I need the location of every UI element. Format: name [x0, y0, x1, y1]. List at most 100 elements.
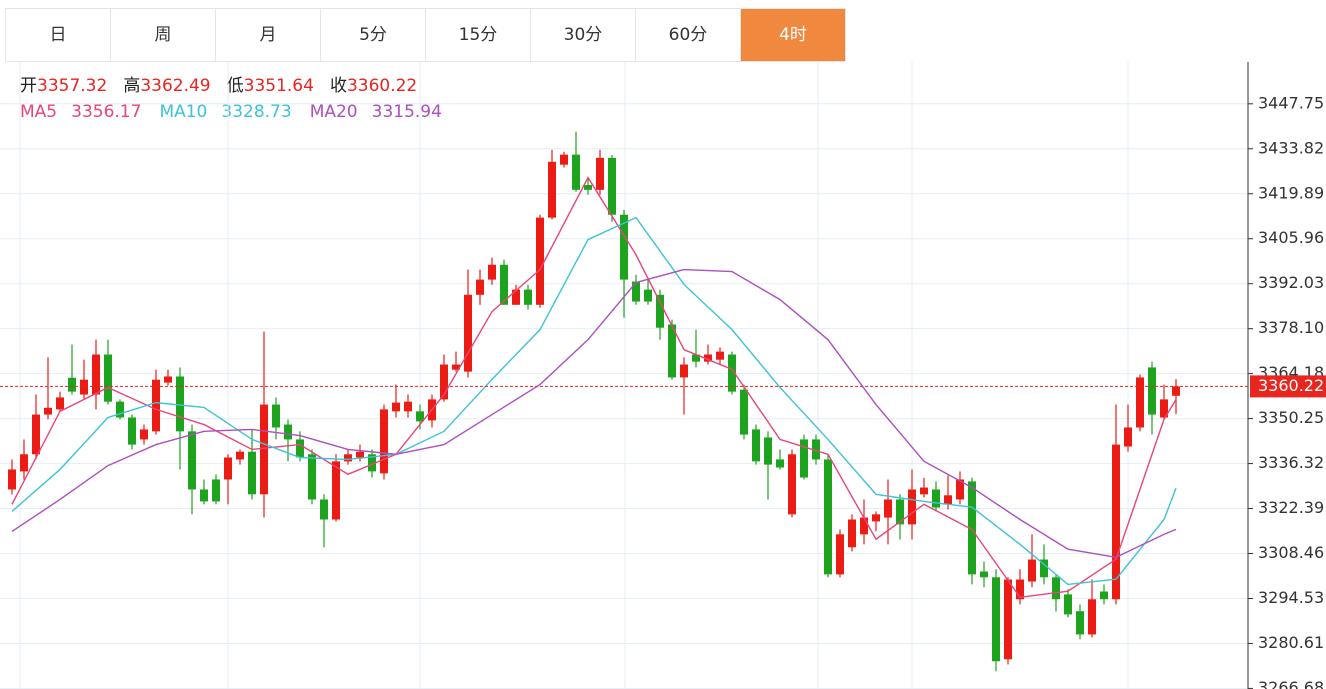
ma-value: 3356.17: [71, 102, 141, 122]
candle-body: [644, 289, 652, 302]
candle-body: [1004, 579, 1012, 660]
ohlc-value: 3351.64: [244, 76, 314, 96]
candle-body: [956, 479, 964, 500]
period-tab[interactable]: 30分: [531, 9, 636, 61]
y-tick-label: 3419.89: [1258, 183, 1324, 202]
ma-name: MA10: [159, 102, 207, 122]
y-tick-label: 3378.10: [1258, 318, 1324, 337]
candle-body: [608, 157, 616, 215]
candles: [8, 131, 1180, 672]
candle-body: [80, 379, 88, 395]
candle-body: [872, 514, 880, 522]
candle-body: [116, 401, 124, 418]
candle-body: [1100, 591, 1108, 600]
candle-body: [656, 294, 664, 328]
candle-body: [548, 161, 556, 218]
ma-line: [11, 216, 1177, 586]
ma-name: MA20: [310, 102, 358, 122]
candle-body: [896, 499, 904, 525]
candle-body: [1172, 386, 1180, 396]
y-tick-label: 3447.75: [1258, 93, 1324, 112]
candle-body: [296, 439, 304, 458]
candle-body: [992, 577, 1000, 662]
candle-body: [860, 517, 868, 535]
candle-body: [572, 154, 580, 190]
period-tab[interactable]: 60分: [636, 9, 741, 61]
candle-body: [332, 461, 340, 520]
candle-body: [932, 489, 940, 508]
period-tab[interactable]: 4时: [741, 9, 846, 61]
candle-body: [260, 404, 268, 495]
candle-body: [32, 414, 40, 455]
candle-body: [140, 429, 148, 440]
candle-body: [740, 389, 748, 435]
y-tick-label: 3294.53: [1258, 588, 1324, 607]
candle-body: [272, 404, 280, 428]
candle-body: [464, 294, 472, 372]
candle-body: [392, 402, 400, 412]
candle-body: [680, 364, 688, 378]
candle-body: [284, 424, 292, 440]
candle-body: [1028, 559, 1036, 582]
ma-value: 3328.73: [221, 102, 291, 122]
candle-body: [944, 495, 952, 505]
candle-body: [440, 364, 448, 400]
candle-body: [1064, 594, 1072, 615]
candle-body: [788, 454, 796, 515]
candle-body: [596, 157, 604, 190]
candle-body: [668, 324, 676, 378]
candle-body: [320, 499, 328, 520]
ohlc-label: 高: [123, 76, 140, 96]
candle-body: [584, 185, 592, 190]
candle-body: [20, 454, 28, 472]
ohlc-label: 开: [20, 76, 37, 96]
ma-line: [11, 176, 1177, 599]
candle-body: [968, 481, 976, 575]
ma-name: MA5: [20, 102, 57, 122]
candle-body: [92, 354, 100, 395]
candle-body: [560, 154, 568, 165]
ohlc-value: 3357.32: [37, 76, 107, 96]
period-tab[interactable]: 5分: [321, 9, 426, 61]
period-tab[interactable]: 月: [216, 9, 321, 61]
candle-body: [404, 401, 412, 412]
candle-body: [776, 459, 784, 468]
candle-body: [812, 439, 820, 460]
period-tab[interactable]: 15分: [426, 9, 531, 61]
candle-body: [8, 469, 16, 490]
candle-body: [920, 487, 928, 495]
ohlc-header: 开3357.32 高3362.49 低3351.64 收3360.22: [20, 76, 417, 96]
candle-body: [764, 437, 772, 465]
grid: [0, 62, 1248, 689]
candle-body: [500, 264, 508, 305]
candle-body: [68, 377, 76, 392]
candle-body: [224, 457, 232, 480]
candle-body: [416, 411, 424, 422]
candle-body: [980, 571, 988, 578]
candle-body: [836, 534, 844, 575]
candle-body: [620, 214, 628, 280]
candle-body: [512, 289, 520, 305]
ohlc-value: 3362.49: [140, 76, 210, 96]
candle-body: [524, 289, 532, 305]
candle-body: [716, 351, 724, 360]
y-tick-label: 3433.82: [1258, 138, 1324, 157]
candle-body: [308, 454, 316, 500]
candle-body: [752, 429, 760, 462]
period-tab[interactable]: 日: [6, 9, 111, 61]
candle-body: [488, 264, 496, 280]
candle-body: [452, 364, 460, 370]
y-tick-label: 3266.68: [1258, 678, 1324, 689]
candle-body: [152, 379, 160, 432]
last-price-box: [1250, 375, 1326, 398]
candle-body: [632, 281, 640, 302]
period-tab[interactable]: 周: [111, 9, 216, 61]
candle-body: [1088, 599, 1096, 635]
candle-body: [908, 489, 916, 525]
candle-body: [884, 499, 892, 518]
candle-body: [800, 439, 808, 478]
candle-body: [692, 354, 700, 362]
candle-body: [236, 451, 244, 460]
candle-body: [344, 454, 352, 462]
